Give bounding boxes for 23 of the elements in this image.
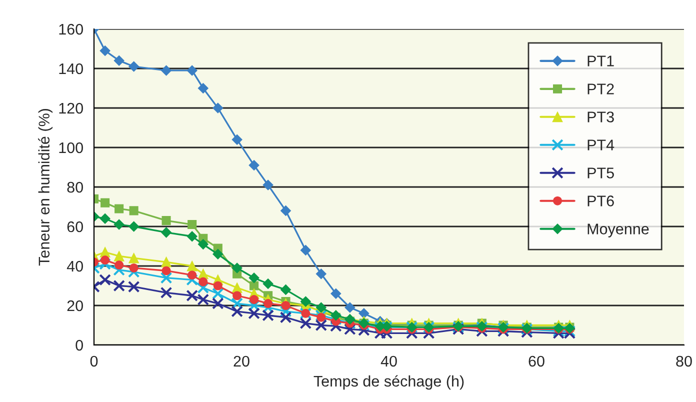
x-axis-title: Temps de séchage (h) xyxy=(314,375,464,390)
y-tick-label: 20 xyxy=(67,300,83,312)
y-tick-label: 160 xyxy=(59,24,83,35)
y-tick-label: 40 xyxy=(66,260,83,272)
y-tick-label: 120 xyxy=(59,102,83,114)
legend-label: PT2 xyxy=(588,84,614,94)
y-tick-label: 80 xyxy=(67,182,83,193)
x-tick-label: 60 xyxy=(528,356,544,367)
legend-label: PT6 xyxy=(588,196,614,206)
y-tick-label: 0 xyxy=(76,340,83,351)
x-tick-label: 40 xyxy=(380,356,397,367)
y-tick-label: 60 xyxy=(67,221,83,232)
legend-label: PT3 xyxy=(588,112,614,122)
y-tick-label: 140 xyxy=(59,63,83,74)
y-axis-title: Teneur en humidité (%) xyxy=(38,108,53,266)
legend-label: PT4 xyxy=(588,140,614,150)
legend-label: Moyenne xyxy=(588,224,649,238)
y-tick-label: 100 xyxy=(59,142,83,154)
legend-label: PT5 xyxy=(588,168,614,178)
x-tick-label: 20 xyxy=(234,356,250,367)
legend-label: PT1 xyxy=(588,56,614,66)
x-tick-label: 0 xyxy=(90,356,98,367)
x-tick-label: 80 xyxy=(676,356,692,367)
